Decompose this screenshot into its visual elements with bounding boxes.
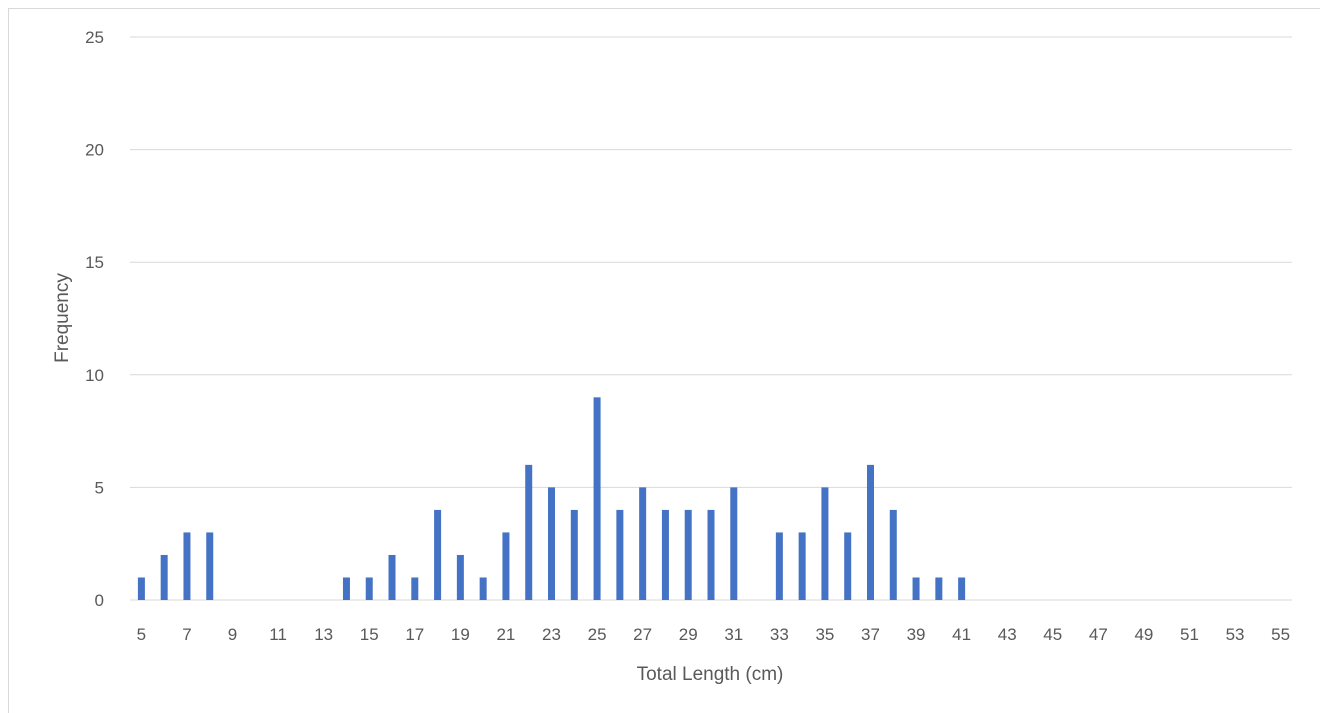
bar xyxy=(684,509,692,600)
x-tick-label: 37 xyxy=(861,625,880,644)
bar xyxy=(730,487,738,600)
bar xyxy=(525,464,533,600)
bar xyxy=(798,532,806,600)
y-tick-label: 25 xyxy=(85,28,104,47)
x-tick-label: 39 xyxy=(907,625,926,644)
y-tick-label: 0 xyxy=(95,591,104,610)
bar xyxy=(889,509,897,600)
bar xyxy=(707,509,715,600)
x-tick-label: 49 xyxy=(1134,625,1153,644)
bar xyxy=(548,487,556,600)
x-tick-label: 53 xyxy=(1226,625,1245,644)
x-tick-label: 17 xyxy=(405,625,424,644)
gridlines xyxy=(130,36,1292,488)
y-axis-ticks: 0 5 10 15 20 25 xyxy=(85,28,104,610)
x-tick-label: 47 xyxy=(1089,625,1108,644)
bar xyxy=(661,509,669,600)
x-axis-title: Total Length (cm) xyxy=(637,664,784,685)
x-tick-label: 51 xyxy=(1180,625,1199,644)
y-axis-title: Frequency xyxy=(52,273,73,363)
x-tick-label: 55 xyxy=(1271,625,1290,644)
y-tick-label: 10 xyxy=(85,366,104,385)
bar xyxy=(388,554,396,600)
bar xyxy=(593,397,601,600)
bar xyxy=(866,464,874,600)
x-tick-label: 31 xyxy=(724,625,743,644)
bar xyxy=(935,577,943,600)
bar xyxy=(616,509,624,600)
bar xyxy=(160,554,168,600)
x-tick-label: 29 xyxy=(679,625,698,644)
x-tick-label: 35 xyxy=(815,625,834,644)
bar xyxy=(570,509,578,600)
x-tick-label: 45 xyxy=(1043,625,1062,644)
bar xyxy=(137,577,145,600)
x-tick-label: 23 xyxy=(542,625,561,644)
bar xyxy=(342,577,350,600)
bar xyxy=(912,577,920,600)
bars xyxy=(137,397,966,600)
bar xyxy=(183,532,191,600)
x-axis-ticks: 5 7 9 11 13 15 17 19 21 23 25 27 29 31 33 35 37 39 41 43 45 4… xyxy=(137,625,1290,644)
bar xyxy=(206,532,214,600)
bar xyxy=(456,554,464,600)
x-tick-label: 41 xyxy=(952,625,971,644)
y-tick-label: 5 xyxy=(95,478,104,497)
x-tick-label: 11 xyxy=(269,625,287,644)
y-tick-label: 15 xyxy=(85,253,104,272)
bar xyxy=(821,487,829,600)
bar xyxy=(844,532,852,600)
y-tick-label: 20 xyxy=(85,141,104,160)
bar xyxy=(479,577,487,600)
bar xyxy=(502,532,510,600)
x-tick-label: 15 xyxy=(360,625,379,644)
x-tick-label: 19 xyxy=(451,625,470,644)
bar xyxy=(775,532,783,600)
bar xyxy=(411,577,419,600)
bar xyxy=(434,509,442,600)
bar xyxy=(639,487,647,600)
x-tick-label: 13 xyxy=(314,625,333,644)
x-tick-label: 25 xyxy=(588,625,607,644)
x-tick-label: 7 xyxy=(182,625,191,644)
x-tick-label: 9 xyxy=(228,625,237,644)
x-tick-label: 27 xyxy=(633,625,652,644)
bar xyxy=(958,577,966,600)
x-tick-label: 33 xyxy=(770,625,789,644)
x-tick-label: 21 xyxy=(496,625,515,644)
x-tick-label: 5 xyxy=(137,625,146,644)
bar xyxy=(365,577,373,600)
x-tick-label: 43 xyxy=(998,625,1017,644)
